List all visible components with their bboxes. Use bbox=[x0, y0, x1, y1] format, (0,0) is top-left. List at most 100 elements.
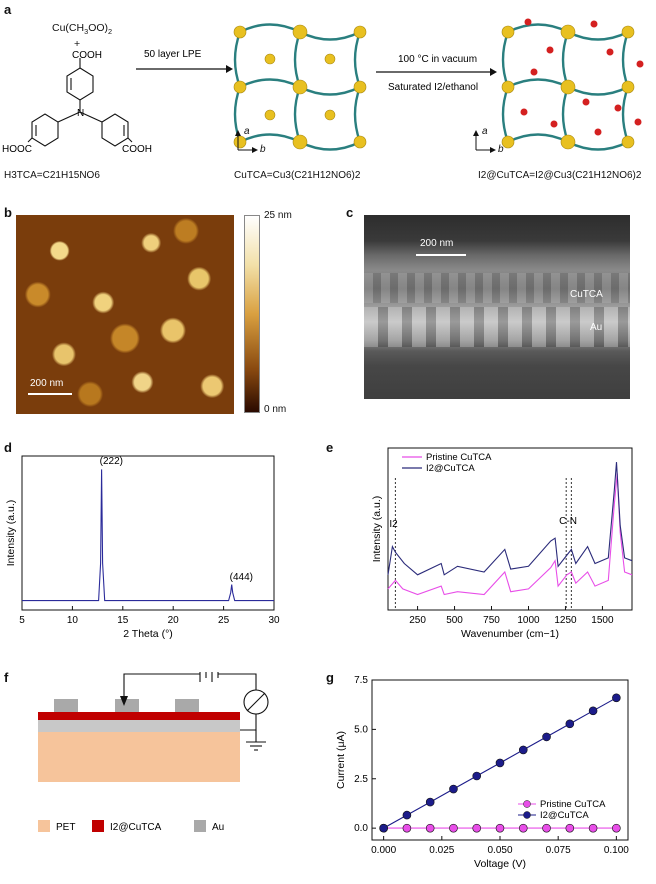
x-tick-label: 5 bbox=[19, 615, 25, 626]
series-line bbox=[387, 462, 633, 576]
x-tick-label: 1000 bbox=[517, 615, 540, 626]
peak-label-i2: I2 bbox=[389, 519, 398, 530]
panel-label-f: f bbox=[4, 670, 9, 685]
raman-chart: 250 500 750 1000 1250 1500 Wavenumber (cm−1) In… bbox=[371, 447, 633, 640]
axis-glyph-i2cutca bbox=[473, 130, 496, 153]
cooh-top-label: COOH bbox=[72, 50, 102, 61]
x-tick-label: 0.000 bbox=[371, 845, 396, 856]
x-tick-label: 0.100 bbox=[604, 845, 629, 856]
x-tick-label: 0.075 bbox=[546, 845, 571, 856]
sem-layer-cutca: CuTCA bbox=[570, 289, 603, 300]
step2-line1: 100 °C in vacuum bbox=[398, 54, 477, 65]
data-point bbox=[425, 823, 435, 833]
afm-scale-min: 0 nm bbox=[264, 404, 287, 415]
panel-label-e: e bbox=[326, 440, 334, 455]
panel-label-b: b bbox=[4, 205, 12, 220]
x-tick-label: 250 bbox=[409, 615, 426, 626]
data-point bbox=[588, 706, 598, 716]
x-tick-label: 20 bbox=[168, 615, 180, 626]
x-tick-label: 25 bbox=[218, 615, 230, 626]
hooc-left-label: HOOC bbox=[2, 144, 32, 155]
panel-label-a: a bbox=[4, 2, 12, 17]
x-tick-label: 0.050 bbox=[487, 845, 512, 856]
plot-frame bbox=[387, 447, 633, 611]
data-point bbox=[495, 758, 505, 768]
afm-scale-bar bbox=[28, 393, 72, 395]
i2cutca-film bbox=[38, 712, 240, 720]
sem-scale-bar bbox=[416, 254, 466, 256]
au-bottom-layer bbox=[38, 720, 240, 732]
axis-b-label-1: b bbox=[260, 144, 266, 155]
y-axis-label: Intensity (a.u.) bbox=[5, 500, 17, 567]
panel-label-d: d bbox=[4, 440, 12, 455]
data-point bbox=[472, 771, 482, 781]
pet-substrate bbox=[38, 732, 240, 782]
afm-color-scale bbox=[244, 215, 260, 413]
au-electrode-2 bbox=[115, 699, 139, 712]
axis-glyph-cutca bbox=[235, 130, 258, 153]
x-tick-label: 750 bbox=[483, 615, 500, 626]
reagent-copper-acetate: Cu(CH3OO)2 bbox=[52, 22, 113, 37]
x-axis-label: 2 Theta (°) bbox=[123, 628, 173, 640]
data-point bbox=[495, 823, 505, 833]
legend-marker bbox=[523, 800, 531, 808]
legend-pet: PET bbox=[56, 822, 75, 833]
legend-entry: Pristine CuTCA bbox=[426, 452, 492, 463]
data-point bbox=[472, 823, 482, 833]
data-point bbox=[612, 823, 621, 833]
legend-swatch-pet bbox=[38, 820, 50, 832]
device-schematic: PET I2@CuTCA Au bbox=[38, 672, 269, 833]
data-point bbox=[379, 823, 388, 833]
iv-chart: 0.000 0.025 0.050 0.075 0.100 0.0 2.5 5.0 7.5 Vol… bbox=[335, 675, 629, 870]
y-axis-label: Current (μA) bbox=[335, 731, 347, 789]
panel-label-g: g bbox=[326, 670, 334, 685]
cutca-formula: CuTCA=Cu3(C21H12NO6)2 bbox=[234, 170, 361, 181]
h3tca-structure: COOH N HOOC COOH bbox=[2, 50, 152, 155]
peak-label: (222) bbox=[100, 456, 123, 467]
data-point bbox=[565, 823, 575, 833]
data-point bbox=[542, 823, 551, 833]
data-point bbox=[588, 823, 598, 833]
data-point bbox=[612, 693, 621, 703]
peak-label: (444) bbox=[230, 572, 253, 583]
legend-entry: I2@CuTCA bbox=[540, 810, 589, 821]
data-point bbox=[425, 797, 435, 807]
step1-label: 50 layer LPE bbox=[144, 49, 202, 60]
plus-sign: + bbox=[74, 38, 81, 50]
cooh-right-label: COOH bbox=[122, 144, 152, 155]
afm-scale-max: 25 nm bbox=[264, 210, 292, 221]
x-tick-label: 10 bbox=[67, 615, 79, 626]
i2cutca-framework-image bbox=[501, 18, 644, 151]
legend-entry: I2@CuTCA bbox=[426, 463, 475, 474]
axis-a-label-1: a bbox=[244, 126, 250, 137]
x-axis-label: Voltage (V) bbox=[474, 858, 526, 870]
x-tick-label: 30 bbox=[268, 615, 280, 626]
series-line bbox=[387, 473, 633, 596]
legend-swatch-au bbox=[194, 820, 206, 832]
plot-frame bbox=[21, 455, 275, 611]
y-tick-label: 7.5 bbox=[354, 675, 368, 686]
data-point bbox=[402, 810, 412, 820]
x-tick-label: 1500 bbox=[591, 615, 614, 626]
au-electrode-1 bbox=[54, 699, 78, 712]
axis-b-label-2: b bbox=[498, 144, 504, 155]
cutca-framework-image bbox=[233, 23, 367, 151]
xrd-chart: 5 10 15 20 25 30 2 Theta (°) Intensity (a.u.) (2… bbox=[5, 455, 280, 640]
peak-label-cn: C-N bbox=[559, 516, 577, 527]
y-tick-label: 0.0 bbox=[354, 823, 368, 834]
series-line bbox=[22, 469, 274, 602]
axis-a-label-2: a bbox=[482, 126, 488, 137]
sem-scale-label: 200 nm bbox=[420, 238, 454, 249]
sem-layer-au: Au bbox=[590, 322, 603, 333]
sem-cross-section-image bbox=[364, 215, 630, 399]
data-point bbox=[542, 732, 551, 742]
afm-image bbox=[16, 215, 234, 414]
data-point bbox=[565, 719, 575, 729]
legend-au: Au bbox=[212, 822, 224, 833]
y-axis-label: Intensity (a.u.) bbox=[371, 496, 383, 563]
nitrogen-atom-label: N bbox=[77, 108, 84, 119]
legend-i2cutca: I2@CuTCA bbox=[110, 822, 162, 833]
x-axis-label: Wavenumber (cm−1) bbox=[461, 628, 559, 640]
x-tick-label: 0.025 bbox=[429, 845, 454, 856]
i2cutca-formula: I2@CuTCA=I2@Cu3(C21H12NO6)2 bbox=[478, 170, 642, 181]
